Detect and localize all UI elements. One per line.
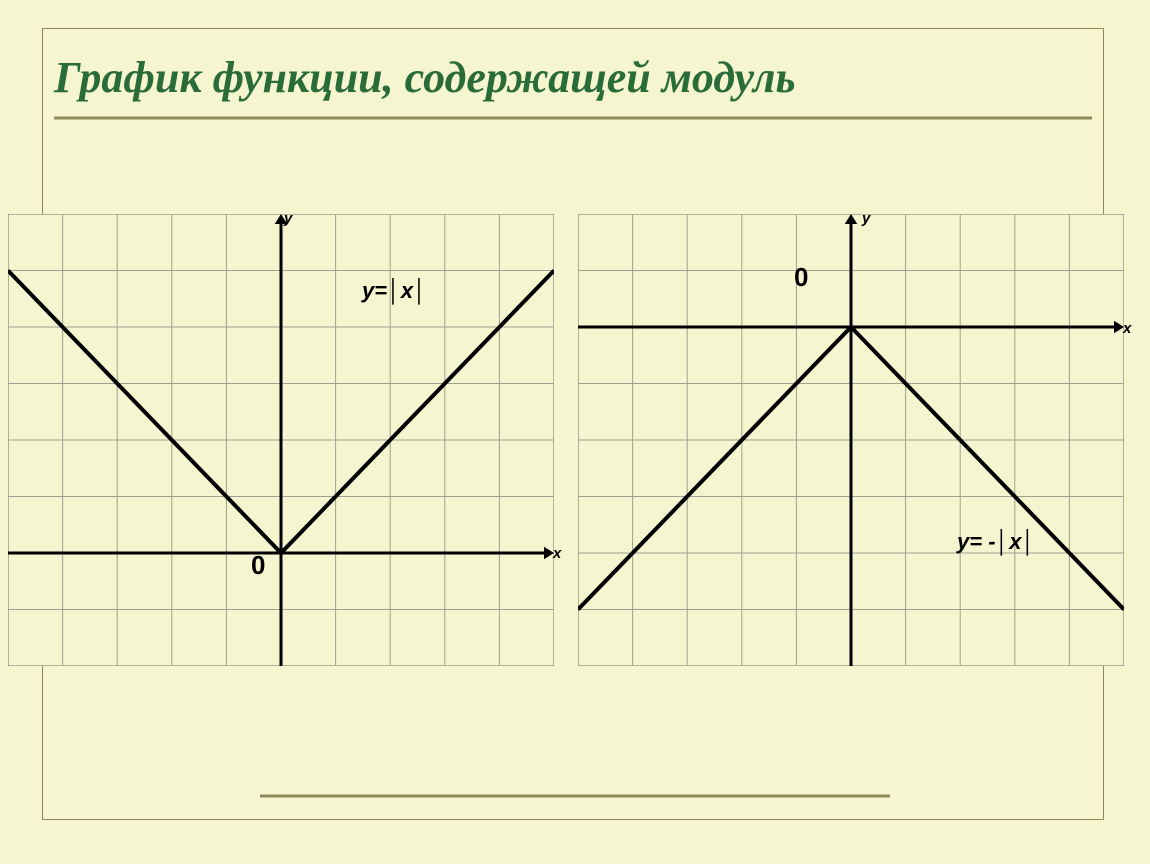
chart-absolute-x bbox=[8, 214, 554, 666]
origin-label-neg-absx: 0 bbox=[794, 262, 808, 293]
y-axis-label-absx: y bbox=[284, 210, 292, 227]
chart-negative-absolute-x bbox=[578, 214, 1124, 666]
chart-absx-svg bbox=[8, 214, 554, 666]
x-axis-label-absx: x bbox=[553, 545, 561, 562]
y-axis-label-neg-absx: y bbox=[862, 210, 870, 227]
x-axis-label-neg-absx: x bbox=[1123, 320, 1131, 337]
chart-neg-absx-svg bbox=[578, 214, 1124, 666]
page-title: График функции, содержащей модуль bbox=[54, 52, 796, 103]
equation-label-absx: y=│x│ bbox=[362, 278, 427, 304]
equation-label-neg-absx: y= -│x│ bbox=[957, 529, 1035, 555]
origin-label-absx: 0 bbox=[251, 550, 265, 581]
